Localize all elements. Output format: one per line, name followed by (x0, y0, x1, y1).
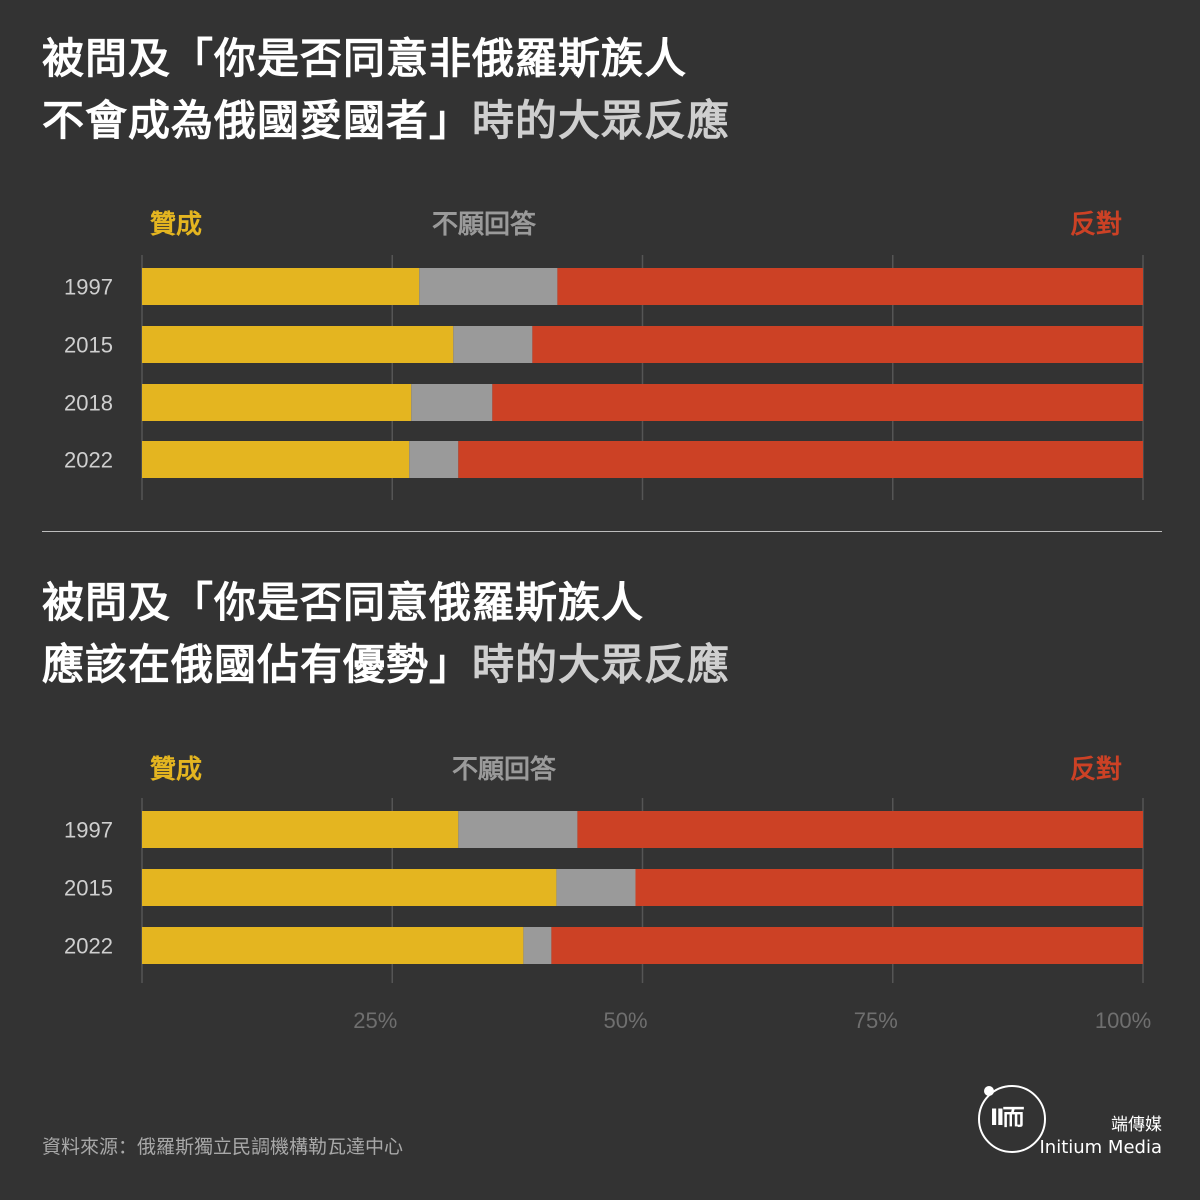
chart-2-tick-label: 100% (1095, 1008, 1151, 1033)
chart-2-bar-1997-0 (142, 811, 459, 848)
chart-2-category-label: 2022 (64, 934, 113, 959)
logo-mark-icon: Ⅱ而 (990, 1106, 1024, 1131)
chart-1-bar-2015-0 (142, 326, 454, 363)
chart-1-title: 被問及「你是否同意非俄羅斯族人 不會成為俄國愛國者」時的大眾反應 (42, 28, 1162, 152)
chart-2-tick-label: 25% (353, 1008, 397, 1033)
chart-2-tick-label: 75% (854, 1008, 898, 1033)
chart-2-bar-2015-2 (635, 869, 1143, 906)
chart-1-bar-1997-0 (142, 268, 420, 305)
legend-disagree-2: 反對 (1070, 755, 1123, 785)
chart-1-bar-1997-1 (419, 268, 558, 305)
chart-2-bar-2015-0 (142, 869, 557, 906)
legend-agree-2: 贊成 (150, 755, 203, 785)
chart-1-bar-2022-2 (458, 441, 1143, 478)
chart-2-title-line1: 被問及「你是否同意俄羅斯族人 (42, 578, 645, 627)
chart-2-bar-2015-1 (556, 869, 636, 906)
chart-1-bar-2015-1 (453, 326, 533, 363)
chart-1-category-label: 2022 (64, 448, 113, 473)
legend-no-answer-2: 不願回答 (452, 755, 557, 785)
chart-2-bar-2022-2 (551, 927, 1143, 964)
legend-agree-1: 贊成 (150, 210, 203, 240)
legend-no-answer-1: 不願回答 (432, 210, 537, 240)
chart-1-bar-2022-1 (409, 441, 459, 478)
chart-2-title: 被問及「你是否同意俄羅斯族人 應該在俄國佔有優勢」時的大眾反應 (42, 572, 1162, 696)
chart-1-title-line1: 被問及「你是否同意非俄羅斯族人 (42, 34, 688, 83)
logo-dot-icon (984, 1086, 994, 1096)
chart-1-bar-2018-0 (142, 384, 412, 421)
brand-name-zh: 端傳媒 (1111, 1115, 1162, 1135)
chart-1-bar-1997-2 (557, 268, 1143, 305)
chart-2-title-tail: 時的大眾反應 (472, 640, 731, 689)
chart-2-bar-2022-1 (523, 927, 552, 964)
initium-logo-icon (978, 1085, 1046, 1153)
chart-1-bar-2018-1 (411, 384, 493, 421)
chart-1-bar-2018-2 (492, 384, 1144, 421)
chart-1-title-line2: 不會成為俄國愛國者」 (42, 96, 473, 145)
chart-1-title-tail: 時的大眾反應 (472, 96, 731, 145)
chart-2-category-label: 1997 (64, 818, 113, 843)
section-divider (42, 531, 1162, 532)
chart-1-category-label: 2015 (64, 333, 113, 358)
chart-2-category-label: 2015 (64, 876, 113, 901)
chart-2-bar-2022-0 (142, 927, 524, 964)
chart-2-title-line2: 應該在俄國佔有優勢」 (42, 640, 473, 689)
chart-2-tick-label: 50% (603, 1008, 647, 1033)
chart-1-bar-2022-0 (142, 441, 410, 478)
chart-2-bar-1997-1 (458, 811, 578, 848)
chart-1-category-label: 1997 (64, 275, 113, 300)
brand-name-en: Initium Media (1039, 1137, 1162, 1158)
chart-2-bar-1997-2 (577, 811, 1143, 848)
source-note: 資料來源：俄羅斯獨立民調機構勒瓦達中心 (42, 1136, 404, 1158)
chart-1-category-label: 2018 (64, 391, 113, 416)
legend-disagree-1: 反對 (1070, 210, 1123, 240)
chart-1-bar-2015-2 (532, 326, 1143, 363)
